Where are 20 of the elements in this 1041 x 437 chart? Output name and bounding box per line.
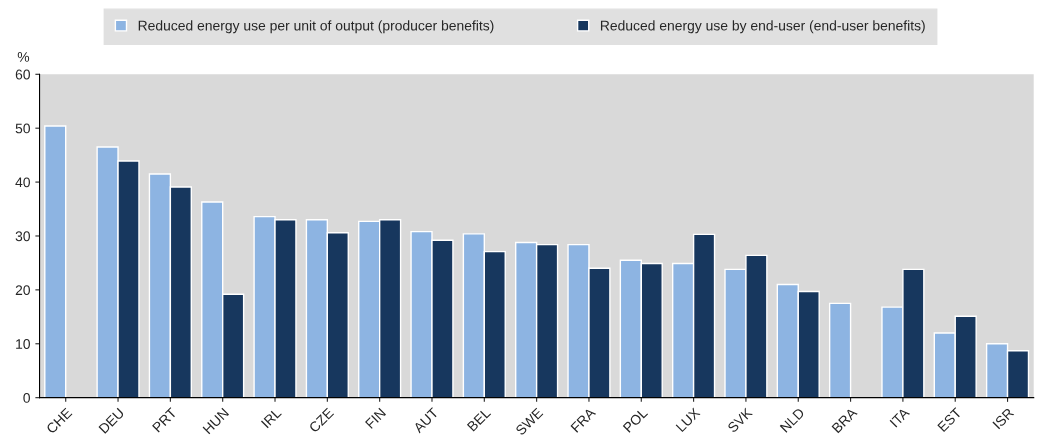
x-tick-label: ITA <box>889 407 910 428</box>
x-tick-label: POL <box>622 407 649 433</box>
y-tick-label: 30 <box>15 231 30 242</box>
x-tick-label: FRA <box>570 407 597 433</box>
y-tick-label: 20 <box>15 285 30 296</box>
y-tick-label: 0 <box>23 393 30 403</box>
x-tick-label: BRA <box>831 407 858 434</box>
y-tick-label: 10 <box>16 339 30 349</box>
x-tick-label: IRL <box>261 407 282 429</box>
y-axis-title: % <box>17 52 30 62</box>
x-tick-label: ISR <box>992 407 1015 430</box>
bar <box>828 302 852 398</box>
x-tick-label: FIN <box>365 407 386 429</box>
y-tick-label: 60 <box>15 69 30 80</box>
y-tick-label: 40 <box>15 177 30 188</box>
y-tick-label: 50 <box>15 123 30 134</box>
legend-label: Reduced energy use by end-user (end-user benefits) <box>600 20 925 34</box>
bar <box>44 125 67 398</box>
x-tick-label: BEL <box>466 407 492 432</box>
legend-label: Reduced energy use per unit of output (producer benefits) <box>138 20 494 34</box>
